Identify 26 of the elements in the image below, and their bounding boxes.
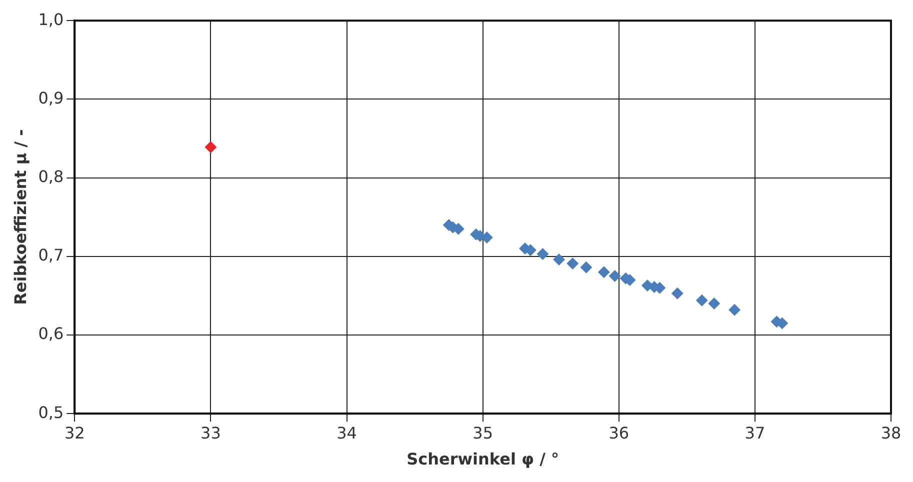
point	[536, 248, 549, 260]
y-tick-label: 0,8	[38, 166, 64, 186]
y-tick-label: 0,6	[38, 324, 64, 344]
point	[608, 270, 621, 282]
y-tick-label: 0,7	[38, 246, 64, 265]
point	[728, 304, 741, 316]
x-tick-label: 32	[64, 423, 85, 442]
x-tick-label: 38	[880, 423, 902, 442]
y-tick-label: 1,0	[38, 10, 64, 29]
x-tick-label: 34	[336, 423, 357, 442]
point	[598, 266, 610, 278]
x-tick-label: 33	[200, 423, 221, 442]
y-axis-title: Reibkoeffizient μ / -	[10, 129, 30, 305]
point	[671, 287, 684, 300]
point	[566, 257, 579, 270]
y-tick-label: 0,9	[38, 88, 64, 108]
point	[708, 298, 720, 310]
x-tick-label: 37	[744, 423, 766, 442]
point	[204, 141, 217, 154]
y-tick-label: 0,5	[38, 402, 64, 422]
point	[580, 261, 592, 274]
point	[553, 254, 566, 266]
x-tick-label: 35	[472, 423, 493, 442]
x-axis-title: Scherwinkel φ / °	[406, 450, 560, 469]
point	[696, 294, 708, 306]
x-tick-label: 36	[608, 423, 630, 442]
